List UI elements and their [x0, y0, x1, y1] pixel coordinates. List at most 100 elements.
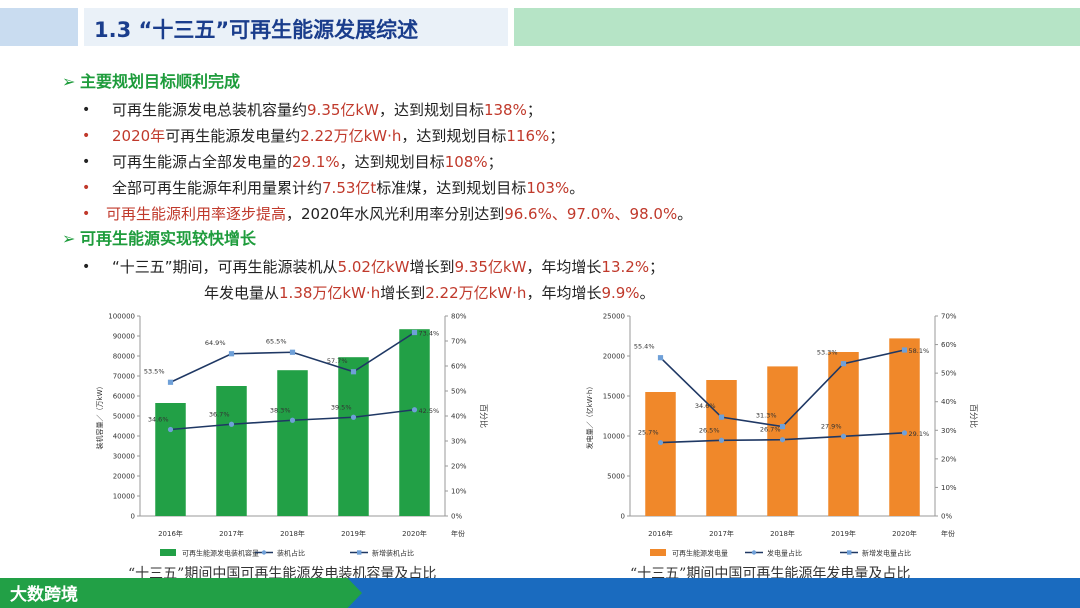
- x-axis-label: 年份: [451, 529, 465, 538]
- line-point: [901, 430, 908, 436]
- bar: [155, 403, 186, 516]
- legend-label: 可再生能源发电装机容量: [182, 549, 259, 558]
- line-point: [840, 433, 847, 439]
- y-tick-label: 10000: [113, 493, 135, 501]
- data-label: 27.9%: [821, 422, 842, 430]
- data-label: 55.4%: [634, 343, 655, 351]
- bullet-coal: • 全部可再生能源年利用量累计约7.53亿t标准煤，达到规划目标103%。: [62, 175, 1062, 201]
- y-tick-label: 50000: [113, 413, 135, 421]
- line-point: [411, 329, 418, 336]
- y2-axis-label: 百分比: [479, 404, 489, 428]
- y2-tick-label: 80%: [451, 313, 467, 321]
- line-point: [411, 407, 418, 413]
- data-label: 42.5%: [419, 407, 440, 415]
- y2-tick-label: 40%: [451, 413, 467, 421]
- chart-svg: 0 10000 20000 30000 40000 50000 60000 70000 8000…: [95, 313, 489, 558]
- data-label: 36.7%: [209, 410, 230, 418]
- bullet-icon: •: [82, 180, 91, 196]
- y-tick-label: 30000: [113, 453, 135, 461]
- y2-tick-label: 50%: [941, 370, 957, 378]
- data-label: 65.5%: [266, 337, 287, 345]
- section-heading-growth: ➢ 可再生能源实现较快增长: [62, 227, 1062, 251]
- y2-tick-label: 70%: [451, 338, 467, 346]
- x-tick-label: 2017年: [219, 529, 244, 538]
- content-area: ➢ 主要规划目标顺利完成 • 可再生能源发电总装机容量约9.35亿kW，达到规划目标…: [62, 70, 1062, 306]
- data-label: 57.7%: [327, 357, 348, 365]
- bar: [277, 370, 308, 516]
- x-tick-label: 2016年: [158, 529, 183, 538]
- y2-tick-label: 10%: [451, 488, 467, 496]
- y-tick-label: 0: [131, 513, 135, 521]
- data-label: 26.5%: [699, 426, 720, 434]
- data-label: 53.3%: [817, 349, 838, 357]
- line-point: [167, 426, 174, 433]
- y-tick-label: 40000: [113, 433, 135, 441]
- legend-label: 可再生能源发电量: [672, 549, 728, 558]
- data-label: 39.5%: [331, 403, 352, 411]
- y2-tick-label: 0%: [941, 513, 952, 521]
- legend-marker: [261, 550, 267, 555]
- data-label: 25.7%: [638, 429, 659, 437]
- data-label: 58.1%: [909, 347, 930, 355]
- line-point: [167, 379, 174, 385]
- legend-swatch: [650, 549, 666, 556]
- bullet-share: • 可再生能源占全部发电量的29.1%，达到规划目标108%；: [62, 149, 1062, 175]
- y-tick-label: 70000: [113, 373, 135, 381]
- x-tick-label: 2020年: [402, 529, 427, 538]
- line-point: [228, 421, 235, 427]
- footer-green-bar: [0, 578, 362, 608]
- data-label: 73.4%: [419, 330, 440, 338]
- line-point: [901, 347, 908, 353]
- y-tick-label: 5000: [607, 473, 625, 481]
- bar: [216, 386, 247, 516]
- data-label: 31.3%: [756, 412, 777, 420]
- y2-tick-label: 20%: [451, 463, 467, 471]
- x-axis-label: 年份: [941, 529, 955, 538]
- bullet-installed-growth: • “十三五”期间，可再生能源装机从5.02亿kW增长到9.35亿kW，年均增长1…: [62, 254, 1062, 280]
- line-point: [718, 414, 725, 420]
- bar: [399, 329, 430, 516]
- chart-generation: 0 5000 10000 15000 20000 25000 0% 10% 20% 30% 40% 5…: [575, 304, 1005, 566]
- y-tick-label: 20000: [603, 353, 625, 361]
- x-tick-label: 2019年: [831, 529, 856, 538]
- bar: [889, 338, 920, 516]
- y2-tick-label: 70%: [941, 313, 957, 321]
- bullet-icon: •: [82, 206, 91, 222]
- line-point: [350, 369, 357, 375]
- chevron-right-icon: ➢: [62, 72, 76, 91]
- header-title-box: [84, 8, 508, 46]
- bullet-icon: •: [82, 128, 91, 144]
- x-tick-label: 2017年: [709, 529, 734, 538]
- y2-axis-label: 百分比: [969, 404, 979, 428]
- data-label: 26.7%: [760, 426, 781, 434]
- y2-tick-label: 30%: [941, 427, 957, 435]
- chart-installed-capacity: 0 10000 20000 30000 40000 50000 60000 70000 8000…: [85, 304, 515, 566]
- line-point: [718, 437, 725, 443]
- line-point: [289, 417, 296, 423]
- brand-logo: 大数跨境: [10, 580, 78, 605]
- y-tick-label: 20000: [113, 473, 135, 481]
- y-tick-label: 60000: [113, 393, 135, 401]
- line-point: [779, 423, 786, 430]
- y-axis-label: 装机容量／（万kW）: [95, 383, 104, 450]
- legend-label: 新增发电量占比: [862, 549, 911, 558]
- legend-swatch: [160, 549, 176, 556]
- y2-tick-label: 50%: [451, 388, 467, 396]
- header-right-band: [514, 8, 1080, 46]
- y2-tick-label: 10%: [941, 484, 957, 492]
- bullet-icon: •: [82, 154, 91, 170]
- y-tick-label: 100000: [108, 313, 135, 321]
- data-label: 29.1%: [909, 430, 930, 438]
- y2-tick-label: 30%: [451, 438, 467, 446]
- chevron-right-icon: ➢: [62, 229, 76, 248]
- data-label: 38.3%: [270, 406, 291, 414]
- y-tick-label: 25000: [603, 313, 625, 321]
- legend-label: 装机占比: [277, 549, 305, 558]
- legend-marker: [357, 550, 362, 555]
- line-point: [228, 351, 235, 357]
- bullet-generation-growth: 年发电量从1.38万亿kW·h增长到2.22万亿kW·h，年均增长9.9%。: [204, 284, 655, 302]
- y-tick-label: 0: [621, 513, 625, 521]
- line-point: [657, 355, 664, 361]
- section-heading-text: 可再生能源实现较快增长: [80, 229, 257, 248]
- header-left-band: [0, 8, 78, 46]
